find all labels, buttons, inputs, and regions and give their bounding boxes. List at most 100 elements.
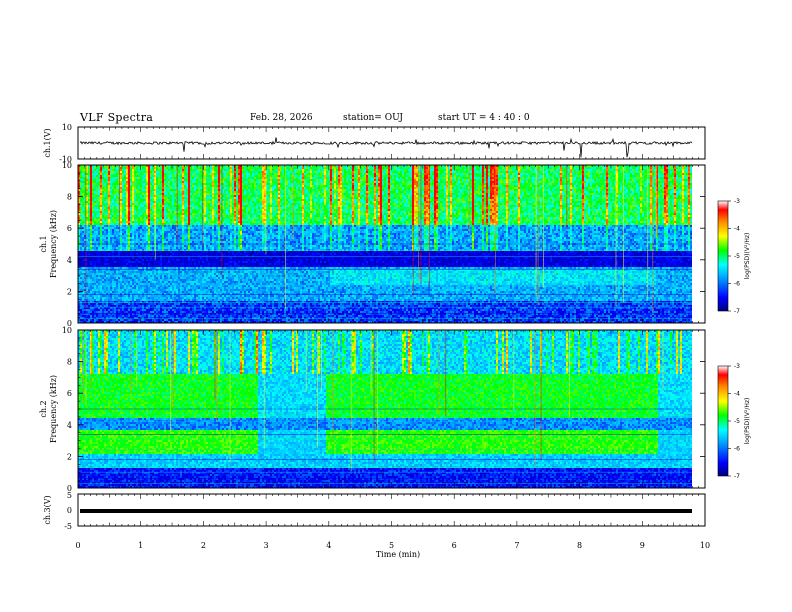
spectrogram-cell (192, 277, 194, 279)
spectrogram-cell (164, 309, 166, 311)
spectrogram-cell (104, 229, 106, 231)
spectrogram-cell (142, 245, 144, 247)
spectrogram-cell (134, 193, 136, 195)
spectrogram-cell (88, 203, 90, 205)
spectrogram-cell (134, 275, 136, 277)
spectrogram-cell (126, 219, 128, 221)
spectrogram-cell (174, 205, 176, 207)
spectrogram-cell (90, 191, 92, 193)
spectrogram-cell (192, 211, 194, 213)
spectrogram-cell (110, 297, 112, 299)
spectrogram-cell (156, 215, 158, 217)
spectrogram-cell (112, 209, 114, 211)
spectrogram-cell (152, 319, 154, 321)
spectrogram-cell (80, 255, 82, 257)
spectrogram-cell (172, 197, 174, 199)
spectrogram-cell (150, 235, 152, 237)
spectrogram-cell (104, 249, 106, 251)
spectrogram-cell (184, 291, 186, 293)
spectrogram-cell (188, 219, 190, 221)
spectrogram-cell (104, 217, 106, 219)
spectrogram-cell (142, 311, 144, 313)
spectrogram-cell (96, 191, 98, 193)
spectrogram-cell (178, 179, 180, 181)
spectrogram-cell (96, 209, 98, 211)
spectrogram-cell (100, 293, 102, 295)
spectrogram-cell (188, 177, 190, 179)
spectrogram-cell (144, 235, 146, 237)
spectrogram-cell (78, 231, 80, 233)
spectrogram-cell (138, 229, 140, 231)
spectrogram-cell (88, 307, 90, 309)
spectrogram-cell (144, 185, 146, 187)
spectrogram-cell (110, 249, 112, 251)
spectrogram-cell (190, 167, 192, 169)
spectrogram-cell (98, 251, 100, 253)
spectrogram-cell (200, 293, 202, 295)
spectrogram-cell (102, 185, 104, 187)
spectrogram-cell (200, 279, 202, 281)
spectrogram-cell (100, 191, 102, 193)
spectrogram-cell (132, 211, 134, 213)
spectrogram-cell (138, 225, 140, 227)
spectrogram-cell (114, 187, 116, 189)
spectrogram-cell (106, 227, 108, 229)
spectrogram-cell (92, 251, 94, 253)
spectrogram-cell (136, 265, 138, 267)
spectrogram-cell (88, 301, 90, 303)
spectrogram-cell (204, 175, 206, 177)
spectrogram-cell (116, 169, 118, 171)
spectrogram-cell (146, 177, 148, 179)
spectrogram-cell (98, 233, 100, 235)
spectrogram-cell (132, 223, 134, 225)
spectrogram-cell (122, 221, 124, 223)
spectrogram-cell (136, 229, 138, 231)
spectrogram-cell (98, 245, 100, 247)
spectrogram-cell (164, 211, 166, 213)
spectrogram-cell (94, 275, 96, 277)
spectrogram-cell (104, 215, 106, 217)
spectrogram-cell (180, 301, 182, 303)
spectrogram-cell (184, 167, 186, 169)
spectrogram-cell (146, 263, 148, 265)
spectrogram-cell (94, 225, 96, 227)
spectrogram-cell (188, 221, 190, 223)
spectrogram-cell (160, 207, 162, 209)
spectrogram-cell (134, 221, 136, 223)
spectrogram-cell (204, 179, 206, 181)
spectrogram-cell (180, 257, 182, 259)
spectrogram-cell (134, 297, 136, 299)
spectrogram-cell (160, 255, 162, 257)
spectrogram-cell (94, 201, 96, 203)
spectrogram-cell (88, 219, 90, 221)
spectrogram-cell (148, 205, 150, 207)
spectrogram-cell (158, 187, 160, 189)
spectrogram-cell (142, 225, 144, 227)
spectrogram-cell (200, 259, 202, 261)
spectrogram-cell (88, 265, 90, 267)
spectrogram-cell (134, 321, 136, 323)
spectrogram-cell (126, 223, 128, 225)
spectrogram-cell (138, 183, 140, 185)
spectrogram-cell (202, 303, 204, 305)
spectrogram-cell (168, 321, 170, 323)
spectrogram-cell (188, 283, 190, 285)
spectrogram-cell (196, 295, 198, 297)
spectrogram-cell (92, 241, 94, 243)
spectrogram-cell (128, 279, 130, 281)
spectrogram-cell (190, 221, 192, 223)
spectrogram-cell (186, 279, 188, 281)
spectrogram-cell (170, 313, 172, 315)
spectrogram-cell (104, 203, 106, 205)
spectrogram-cell (132, 183, 134, 185)
spectrogram-cell (144, 233, 146, 235)
spectrogram-cell (178, 315, 180, 317)
spectrogram-cell (170, 165, 172, 167)
spectrogram-cell (92, 269, 94, 271)
spectrogram-cell (132, 193, 134, 195)
spectrogram-cell (174, 251, 176, 253)
spectrogram-cell (84, 245, 86, 247)
spectrogram-cell (78, 201, 80, 203)
spectrogram-cell (146, 287, 148, 289)
spectrogram-cell (168, 203, 170, 205)
